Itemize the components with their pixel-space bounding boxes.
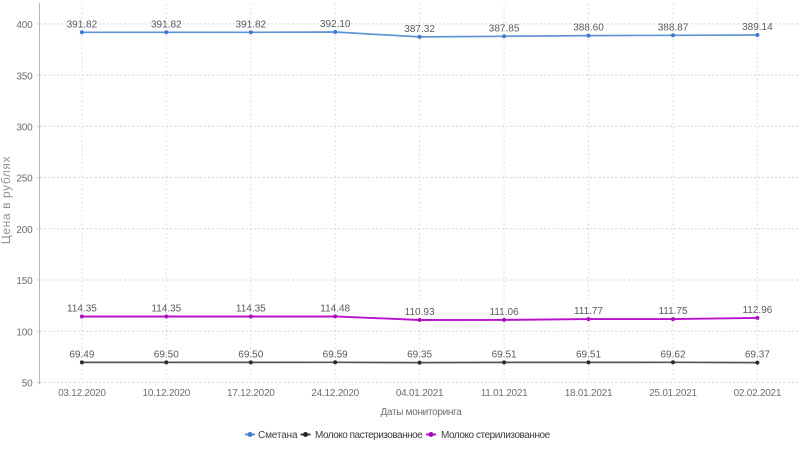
svg-text:392.10: 392.10 xyxy=(320,19,351,30)
svg-text:69.50: 69.50 xyxy=(238,349,263,360)
svg-text:11.01.2021: 11.01.2021 xyxy=(481,388,528,399)
svg-text:69.50: 69.50 xyxy=(154,349,179,360)
svg-text:388.60: 388.60 xyxy=(573,23,604,34)
svg-text:111.77: 111.77 xyxy=(574,306,604,317)
svg-text:114.35: 114.35 xyxy=(151,304,181,315)
svg-text:17.12.2020: 17.12.2020 xyxy=(227,388,275,399)
svg-text:25.01.2021: 25.01.2021 xyxy=(649,388,697,399)
svg-text:69.62: 69.62 xyxy=(660,349,685,360)
svg-text:02.02.2021: 02.02.2021 xyxy=(734,388,782,399)
svg-text:69.49: 69.49 xyxy=(69,349,94,360)
svg-text:69.51: 69.51 xyxy=(576,349,601,360)
svg-text:112.96: 112.96 xyxy=(742,305,772,316)
svg-text:69.59: 69.59 xyxy=(323,349,348,360)
svg-text:04.01.2021: 04.01.2021 xyxy=(396,388,444,399)
svg-text:300: 300 xyxy=(16,123,33,134)
svg-text:69.37: 69.37 xyxy=(745,350,770,361)
svg-text:250: 250 xyxy=(16,174,33,185)
svg-text:114.35: 114.35 xyxy=(236,304,266,315)
svg-text:388.87: 388.87 xyxy=(658,22,689,33)
svg-text:114.35: 114.35 xyxy=(67,304,97,315)
svg-text:Сметана: Сметана xyxy=(258,430,298,441)
svg-text:400: 400 xyxy=(16,20,33,31)
svg-text:Даты мониторинга: Даты мониторинга xyxy=(380,407,462,418)
svg-text:03.12.2020: 03.12.2020 xyxy=(58,388,106,399)
svg-text:69.35: 69.35 xyxy=(407,350,432,361)
svg-text:391.82: 391.82 xyxy=(151,19,182,30)
svg-text:350: 350 xyxy=(16,71,33,82)
svg-text:100: 100 xyxy=(16,327,33,338)
svg-text:200: 200 xyxy=(16,225,33,236)
svg-text:391.82: 391.82 xyxy=(67,19,98,30)
svg-text:110.93: 110.93 xyxy=(405,307,435,318)
svg-text:389.14: 389.14 xyxy=(742,22,773,33)
svg-text:Молоко стерилизованное: Молоко стерилизованное xyxy=(441,430,551,441)
svg-text:Цена в рублях: Цена в рублях xyxy=(0,156,13,244)
svg-text:111.06: 111.06 xyxy=(490,307,520,318)
svg-text:114.48: 114.48 xyxy=(320,303,350,314)
svg-text:387.85: 387.85 xyxy=(489,23,520,34)
svg-text:50: 50 xyxy=(22,379,33,390)
svg-text:387.32: 387.32 xyxy=(404,24,435,35)
svg-text:18.01.2021: 18.01.2021 xyxy=(565,388,613,399)
svg-text:150: 150 xyxy=(16,276,33,287)
svg-text:111.75: 111.75 xyxy=(658,306,688,317)
svg-text:24.12.2020: 24.12.2020 xyxy=(311,388,359,399)
svg-text:69.51: 69.51 xyxy=(492,349,517,360)
svg-text:Молоко пастеризованное: Молоко пастеризованное xyxy=(315,430,423,441)
svg-text:391.82: 391.82 xyxy=(236,19,267,30)
svg-text:10.12.2020: 10.12.2020 xyxy=(143,388,191,399)
